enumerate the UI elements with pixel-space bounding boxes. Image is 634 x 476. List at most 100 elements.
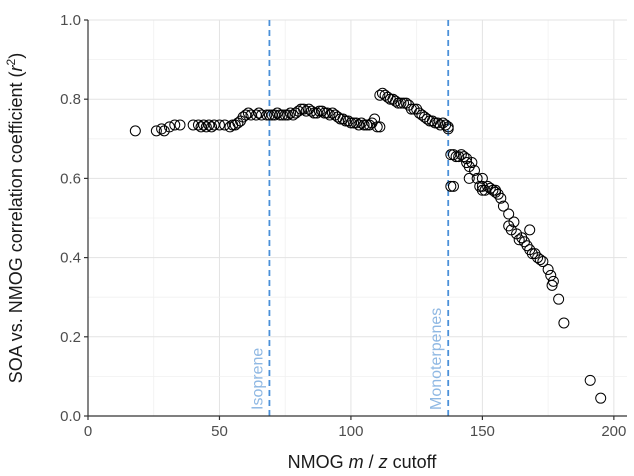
reference-lines: Isoprene Monoterpenes [249, 20, 450, 416]
data-point [466, 157, 478, 169]
data-point [169, 119, 181, 131]
data-point [308, 107, 320, 119]
data-point [340, 115, 352, 127]
data-point [429, 117, 441, 129]
data-point [398, 97, 410, 109]
data-point [390, 95, 402, 107]
data-point [164, 121, 176, 133]
x-tick-label: 150 [470, 423, 495, 440]
data-point [442, 121, 454, 133]
data-point [371, 121, 383, 133]
data-point [284, 107, 296, 119]
data-point [240, 109, 252, 121]
data-point [295, 103, 307, 115]
data-point [203, 119, 215, 131]
y-tick-label: 0.2 [60, 329, 81, 346]
data-point [392, 97, 404, 109]
reference-line-label: Isoprene [249, 348, 266, 410]
data-point [469, 164, 481, 176]
x-tick-label: 100 [338, 423, 363, 440]
data-point [195, 121, 207, 133]
data-point [311, 107, 323, 119]
data-point [503, 220, 515, 232]
data-point [313, 105, 325, 117]
data-point [476, 184, 488, 196]
data-point [261, 109, 273, 121]
data-point [358, 119, 370, 131]
data-point [450, 151, 462, 163]
x-axis-title: NMOG m / z cutoff [288, 452, 438, 472]
data-point [279, 109, 291, 121]
data-point [432, 117, 444, 129]
data-point [321, 107, 333, 119]
data-point [292, 105, 304, 117]
data-point [348, 117, 360, 129]
data-point [298, 103, 310, 115]
data-point [274, 109, 286, 121]
data-point [374, 89, 386, 101]
data-point [208, 119, 220, 131]
axes [84, 19, 627, 420]
data-point [355, 117, 367, 129]
data-point [271, 107, 283, 119]
data-point [219, 119, 231, 131]
data-point [277, 109, 289, 121]
data-point [324, 109, 336, 121]
data-point [187, 119, 199, 131]
data-point [445, 149, 457, 161]
data-point [350, 117, 362, 129]
data-point [447, 180, 459, 192]
data-point [395, 97, 407, 109]
x-tick-label: 0 [84, 423, 92, 440]
reference-line-label: Monoterpenes [428, 308, 445, 410]
data-point [542, 263, 554, 275]
data-point [546, 279, 558, 291]
data-point [245, 109, 257, 121]
data-point [537, 256, 549, 268]
data-point [495, 192, 507, 204]
data-point [424, 115, 436, 127]
x-tick-label: 200 [601, 423, 626, 440]
data-point [445, 180, 457, 192]
data-point [453, 151, 465, 163]
data-point [374, 121, 386, 133]
tick-labels: 0 50 100 150 200 0.0 0.2 0.4 0.6 0.8 1.0 [60, 12, 626, 440]
data-point [334, 113, 346, 125]
data-point [206, 121, 218, 133]
data-point [490, 184, 502, 196]
data-point [156, 123, 168, 135]
data-point [263, 109, 275, 121]
data-point [300, 105, 312, 117]
data-point [369, 113, 381, 125]
data-point [213, 119, 225, 131]
data-point [174, 119, 186, 131]
data-point [345, 117, 357, 129]
data-point [503, 208, 515, 220]
y-tick-label: 0.4 [60, 250, 81, 267]
y-tick-label: 0.0 [60, 408, 81, 425]
data-point [282, 109, 294, 121]
data-point [595, 392, 607, 404]
y-axis-title: SOA vs. NMOG correlation coefficient (r2… [4, 53, 26, 383]
data-point [524, 224, 536, 236]
data-point [319, 107, 331, 119]
data-point [192, 119, 204, 131]
data-point [150, 125, 162, 137]
data-point [269, 109, 281, 121]
data-point [553, 293, 565, 305]
data-point [198, 119, 210, 131]
y-tick-label: 0.8 [60, 91, 81, 108]
data-point [471, 172, 483, 184]
data-point [463, 172, 475, 184]
data-point [266, 109, 278, 121]
data-point [353, 119, 365, 131]
data-point [256, 109, 268, 121]
data-point [558, 317, 570, 329]
data-point [497, 200, 509, 212]
data-point [129, 125, 141, 137]
y-tick-label: 0.6 [60, 170, 81, 187]
data-point [447, 149, 459, 161]
data-point [200, 121, 212, 133]
data-points [129, 87, 607, 404]
